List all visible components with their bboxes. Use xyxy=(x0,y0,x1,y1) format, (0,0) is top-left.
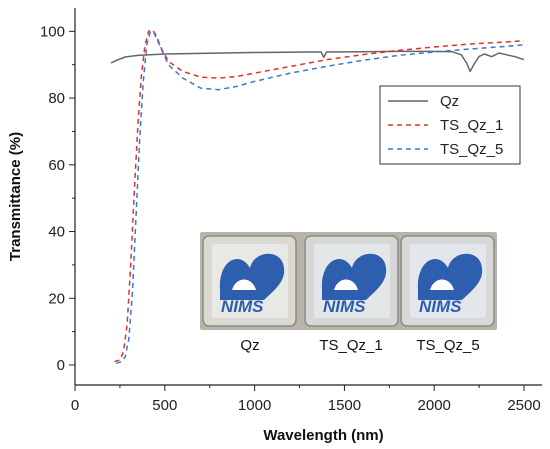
y-tick-label: 40 xyxy=(48,224,65,241)
legend-label-ts-qz-1: TS_Qz_1 xyxy=(440,117,503,134)
legend: Qz TS_Qz_1 TS_Qz_5 xyxy=(379,85,521,165)
logo-text-qz: NIMS xyxy=(221,297,264,316)
x-tick-label: 2000 xyxy=(418,397,451,414)
logo-text-ts-qz-5: NIMS xyxy=(419,297,462,316)
y-tick-label: 20 xyxy=(48,290,65,307)
sample-photo-inset: NIMS NIMS NIMS Qz TS_Qz_1 TS_Qz_5 xyxy=(200,232,497,354)
sample-plate-qz: NIMS xyxy=(202,235,297,327)
y-tick-label: 100 xyxy=(40,23,65,40)
x-tick-label: 0 xyxy=(71,397,79,414)
sample-plate-ts-qz-1: NIMS xyxy=(304,235,399,327)
photo-label-ts-qz-1: TS_Qz_1 xyxy=(319,337,382,354)
photo-label-qz: Qz xyxy=(240,337,259,354)
series-line-ts-qz-1 xyxy=(114,28,525,363)
x-tick-label: 1500 xyxy=(328,397,361,414)
x-tick-label: 1000 xyxy=(238,397,271,414)
sample-plate-ts-qz-5: NIMS xyxy=(400,235,495,327)
y-tick-label: 0 xyxy=(57,357,65,374)
x-tick-label: 2500 xyxy=(507,397,540,414)
photo-label-ts-qz-5: TS_Qz_5 xyxy=(416,337,479,354)
axes: 0 500 1000 1500 2000 2500 0 20 40 60 80 100 Waveleng… xyxy=(7,8,542,444)
y-tick-label: 80 xyxy=(48,90,65,107)
nims-logo-swoosh xyxy=(334,279,358,290)
legend-box xyxy=(379,85,521,165)
x-tick-label: 500 xyxy=(152,397,177,414)
y-tick-label: 60 xyxy=(48,157,65,174)
series-line-qz xyxy=(110,50,525,73)
legend-label-qz: Qz xyxy=(440,93,459,110)
x-axis-title: Wavelength (nm) xyxy=(263,427,383,444)
logo-text-ts-qz-1: NIMS xyxy=(323,297,366,316)
nims-logo-swoosh xyxy=(430,279,454,290)
y-axis-title: Transmittance (%) xyxy=(7,132,24,261)
legend-label-ts-qz-5: TS_Qz_5 xyxy=(440,141,503,158)
nims-logo-swoosh xyxy=(232,279,256,290)
series-layer xyxy=(110,28,525,365)
series-line-ts-qz-5 xyxy=(116,30,525,365)
